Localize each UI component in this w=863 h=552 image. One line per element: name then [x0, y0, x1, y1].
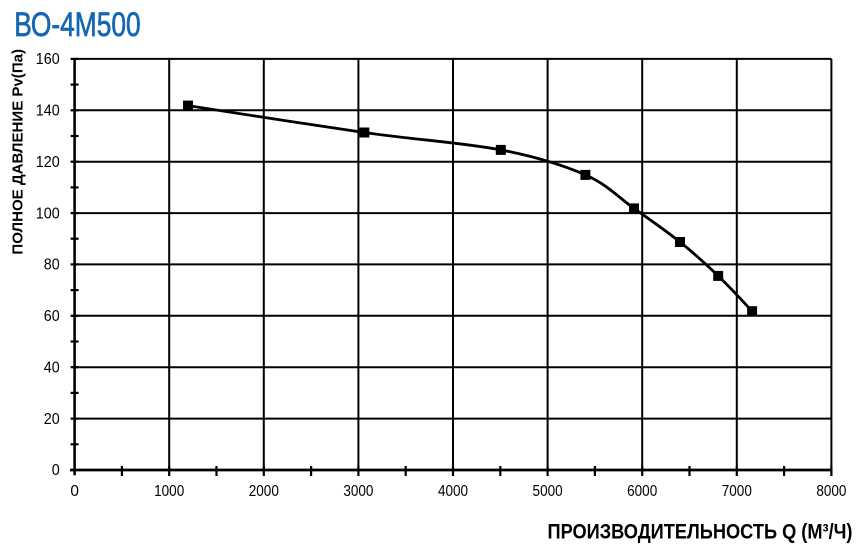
svg-text:8000: 8000	[816, 483, 846, 500]
svg-text:5000: 5000	[533, 483, 563, 500]
svg-text:4000: 4000	[438, 483, 468, 500]
svg-text:ВО-4М500: ВО-4М500	[14, 6, 141, 44]
svg-text:ПОЛНОЕ ДАВЛЕНИЕ Pv(Па): ПОЛНОЕ ДАВЛЕНИЕ Pv(Па)	[9, 49, 26, 255]
svg-text:6000: 6000	[627, 483, 657, 500]
svg-text:40: 40	[44, 359, 60, 376]
svg-text:20: 20	[44, 411, 60, 428]
svg-text:160: 160	[36, 51, 60, 68]
svg-text:ПРОИЗВОДИТЕЛЬНОСТЬ Q (М³/Ч): ПРОИЗВОДИТЕЛЬНОСТЬ Q (М³/Ч)	[548, 520, 853, 543]
svg-text:80: 80	[44, 257, 60, 274]
svg-text:120: 120	[36, 154, 60, 171]
svg-text:7000: 7000	[722, 483, 752, 500]
svg-text:1000: 1000	[154, 483, 184, 500]
svg-text:140: 140	[36, 103, 60, 120]
svg-text:3000: 3000	[343, 483, 373, 500]
svg-text:2000: 2000	[249, 483, 279, 500]
svg-text:100: 100	[36, 205, 60, 222]
svg-text:0: 0	[52, 462, 60, 479]
svg-text:0: 0	[70, 483, 79, 500]
svg-text:60: 60	[44, 308, 60, 325]
